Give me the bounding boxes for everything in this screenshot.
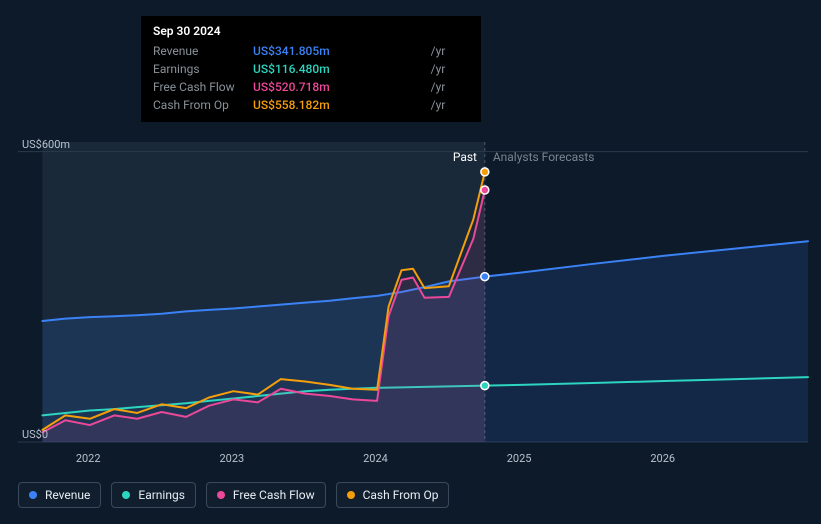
tooltip-row-unit: /yr (427, 78, 469, 96)
x-tick-label: 2023 (219, 452, 244, 465)
legend-label: Free Cash Flow (233, 488, 315, 502)
tooltip-row-value: US$558.182m (253, 96, 427, 114)
legend-item-earnings[interactable]: Earnings (111, 482, 196, 508)
tooltip: Sep 30 2024 RevenueUS$341.805m/yrEarning… (141, 16, 481, 122)
tooltip-row-name: Cash From Op (153, 96, 253, 114)
legend-swatch-icon (29, 491, 37, 499)
tooltip-row: EarningsUS$116.480m/yr (153, 60, 469, 78)
tooltip-row-unit: /yr (427, 96, 469, 114)
y-tick-label: US$600m (22, 138, 70, 151)
tooltip-table: RevenueUS$341.805m/yrEarningsUS$116.480m… (153, 42, 469, 114)
legend-item-cash-from-op[interactable]: Cash From Op (336, 482, 450, 508)
tooltip-row-unit: /yr (427, 60, 469, 78)
section-label-past: Past (453, 150, 477, 164)
legend-swatch-icon (217, 491, 225, 499)
chart-legend: Revenue Earnings Free Cash Flow Cash From O… (18, 482, 449, 508)
financial-chart: Sep 30 2024 RevenueUS$341.805m/yrEarning… (0, 0, 821, 524)
tooltip-row-value: US$520.718m (253, 78, 427, 96)
tooltip-row-value: US$116.480m (253, 60, 427, 78)
legend-label: Earnings (138, 488, 185, 502)
legend-swatch-icon (347, 491, 355, 499)
legend-swatch-icon (122, 491, 130, 499)
tooltip-title: Sep 30 2024 (153, 24, 469, 38)
tooltip-row-value: US$341.805m (253, 42, 427, 60)
x-tick-label: 2025 (507, 452, 532, 465)
legend-item-free-cash-flow[interactable]: Free Cash Flow (206, 482, 326, 508)
tooltip-row: Free Cash FlowUS$520.718m/yr (153, 78, 469, 96)
legend-item-revenue[interactable]: Revenue (18, 482, 101, 508)
tooltip-row-name: Earnings (153, 60, 253, 78)
legend-label: Cash From Op (363, 488, 439, 502)
section-label-forecast: Analysts Forecasts (493, 150, 595, 164)
y-tick-label: US$0 (22, 428, 48, 441)
x-tick-label: 2026 (650, 452, 675, 465)
tooltip-row: Cash From OpUS$558.182m/yr (153, 96, 469, 114)
tooltip-row-unit: /yr (427, 42, 469, 60)
x-tick-label: 2024 (363, 452, 388, 465)
tooltip-row-name: Free Cash Flow (153, 78, 253, 96)
tooltip-row-name: Revenue (153, 42, 253, 60)
tooltip-row: RevenueUS$341.805m/yr (153, 42, 469, 60)
x-tick-label: 2022 (76, 452, 101, 465)
legend-label: Revenue (45, 488, 90, 502)
